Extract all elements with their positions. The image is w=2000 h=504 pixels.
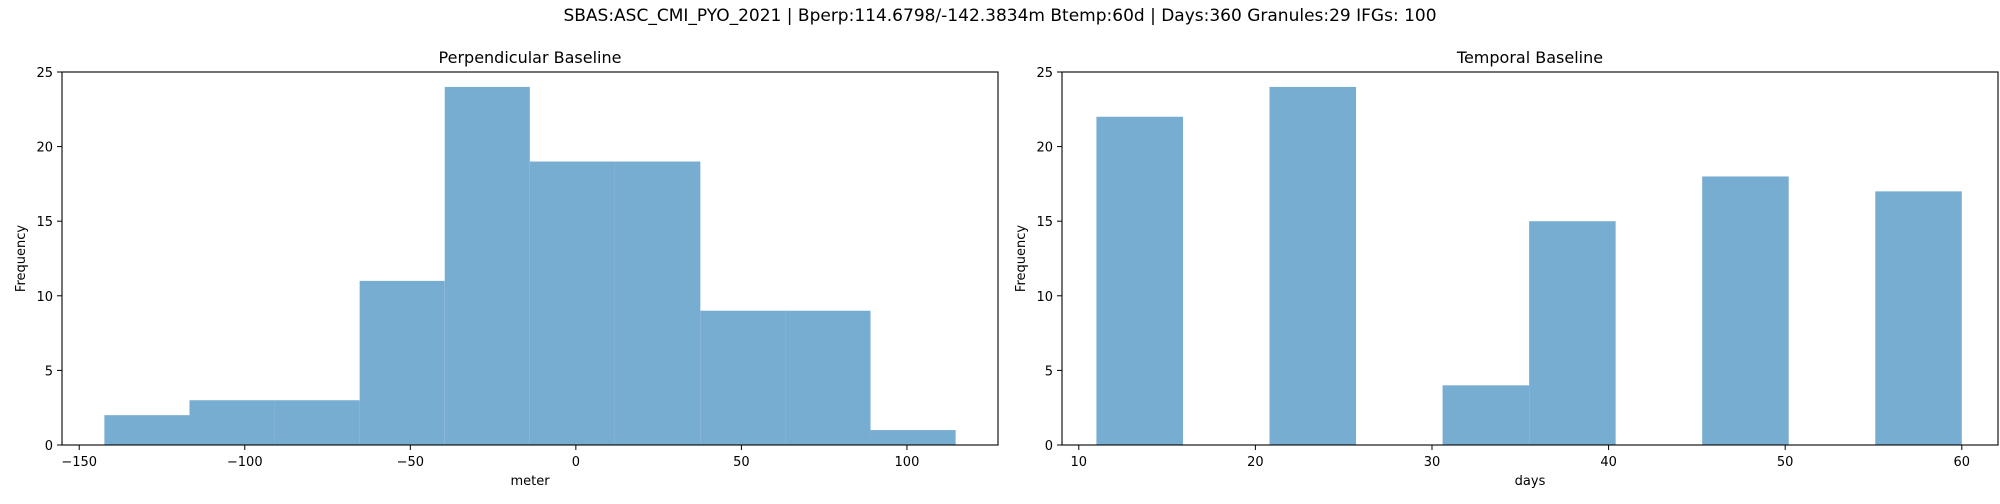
histogram-bar <box>444 86 530 446</box>
x-tick-label: 10 <box>1071 455 1088 470</box>
histogram-bar <box>1875 191 1962 445</box>
y-axis-label: Frequency <box>1014 225 1029 292</box>
histogram-bar <box>1096 116 1183 445</box>
x-tick-label: 40 <box>1600 455 1617 470</box>
histogram-bar <box>529 161 615 445</box>
histogram-bar <box>1269 86 1357 446</box>
y-tick-label: 20 <box>36 141 53 156</box>
histogram-bar <box>104 415 190 445</box>
axes-frame <box>1061 71 1999 446</box>
histogram-bar <box>274 400 360 445</box>
x-tick-label: 0 <box>572 455 580 470</box>
x-tick-label: 30 <box>1424 455 1441 470</box>
x-tick-label: 20 <box>1247 455 1264 470</box>
histogram-panel: 10 20 30 40 50 60 0 5 10 15 20 25 Temporal Baseline d… <box>1014 48 1999 489</box>
y-tick-label: 25 <box>1036 66 1053 81</box>
histogram-bar <box>1529 221 1616 445</box>
histogram-panel: −150 −100 −50 0 50 100 0 5 10 15 20 25 Perpendicular… <box>14 48 999 489</box>
x-axis-label: days <box>1515 474 1546 489</box>
figure-title: SBAS:ASC_CMI_PYO_2021 | Bperp:114.6798/-… <box>563 6 1437 26</box>
y-tick-label: 20 <box>1036 141 1053 156</box>
y-tick-label: 10 <box>1036 290 1053 305</box>
y-tick-label: 5 <box>1045 364 1053 379</box>
histogram-bar <box>700 310 786 445</box>
x-tick-label: −100 <box>227 455 263 470</box>
x-tick-label: 100 <box>895 455 920 470</box>
histogram-bar <box>785 310 871 445</box>
histogram-bar <box>1442 385 1530 445</box>
panel-title: Temporal Baseline <box>1456 48 1603 67</box>
y-tick-label: 25 <box>36 66 53 81</box>
y-tick-label: 0 <box>45 439 53 454</box>
histogram-bar <box>1702 176 1789 445</box>
y-tick-label: 15 <box>36 215 53 230</box>
x-axis-label: meter <box>510 474 550 489</box>
x-tick-label: 50 <box>733 455 750 470</box>
y-axis-label: Frequency <box>14 225 29 292</box>
histogram-bar <box>359 280 445 445</box>
x-tick-label: −150 <box>61 455 97 470</box>
histogram-bar <box>614 161 701 445</box>
y-tick-label: 15 <box>1036 215 1053 230</box>
x-tick-label: 60 <box>1954 455 1971 470</box>
y-tick-label: 0 <box>1045 439 1053 454</box>
histogram-bar <box>870 430 956 445</box>
y-tick-label: 5 <box>45 364 53 379</box>
x-tick-label: 50 <box>1777 455 1794 470</box>
y-tick-label: 10 <box>36 290 53 305</box>
x-tick-label: −50 <box>397 455 424 470</box>
axes-frame <box>61 71 999 446</box>
panel-title: Perpendicular Baseline <box>439 48 622 67</box>
histogram-bar <box>189 400 275 445</box>
